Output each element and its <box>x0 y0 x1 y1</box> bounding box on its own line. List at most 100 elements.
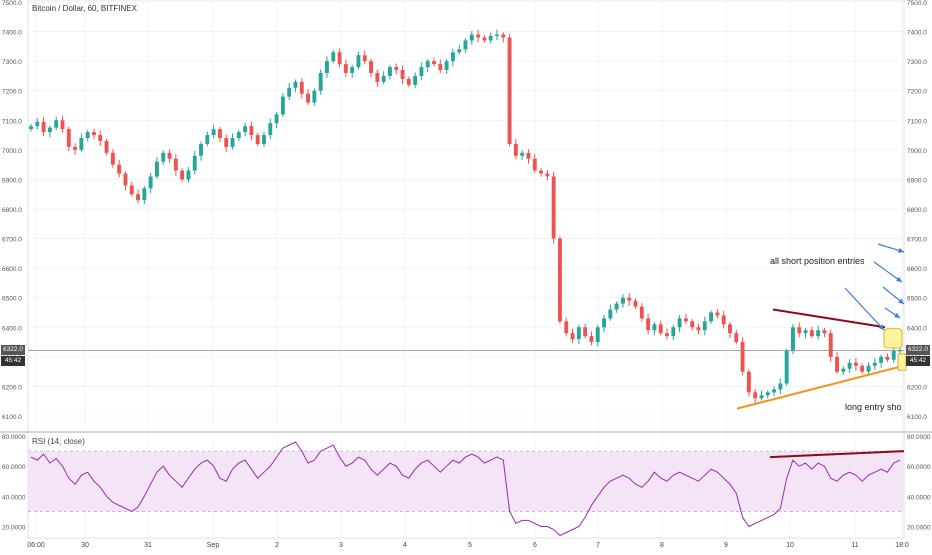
x-tick-label: 30 <box>81 542 89 549</box>
candle-body <box>507 37 512 144</box>
candle-body <box>564 321 569 334</box>
candle-body <box>60 120 65 130</box>
price-tick-label-left: 6200.0 <box>2 384 22 391</box>
candle-body <box>29 126 33 130</box>
candle-body <box>306 93 311 103</box>
candle-body <box>658 324 663 334</box>
candle-body <box>148 176 153 189</box>
candle-body <box>847 362 852 369</box>
price-tick-label-left: 7200.0 <box>2 89 22 96</box>
candle-body <box>211 129 216 136</box>
candle-body <box>375 72 380 82</box>
annotation-arrow <box>844 287 885 331</box>
candle-body <box>136 194 141 201</box>
candle-body <box>835 356 839 372</box>
candle-body <box>400 70 405 79</box>
candle-body <box>797 327 802 334</box>
candle-body <box>129 185 134 195</box>
rsi-tick-label-left: 60.0000 <box>2 464 26 471</box>
long-entry-box <box>897 353 907 371</box>
price-tick-label-right: 7100.0 <box>907 118 927 125</box>
candle-body <box>280 96 285 115</box>
candle-body <box>671 327 676 337</box>
candle-body <box>614 303 619 310</box>
x-tick-label: 2 <box>275 542 279 549</box>
candle-body <box>778 383 783 390</box>
candle-body <box>539 170 544 174</box>
candle-body <box>677 318 682 328</box>
candle-body <box>841 368 846 372</box>
arrow-head <box>894 312 900 318</box>
candle-body <box>343 64 348 73</box>
candle-body <box>199 143 203 156</box>
price-tick-label-right: 7400.0 <box>907 30 927 37</box>
price-tick-label-left: 6100.0 <box>2 414 22 421</box>
candle-body <box>728 324 732 334</box>
candle-body <box>860 365 865 372</box>
price-tick-label-left: 7400.0 <box>2 30 22 37</box>
candle-body <box>753 392 758 399</box>
candle-body <box>413 75 418 85</box>
candle-body <box>740 342 745 372</box>
candle-body <box>249 126 254 136</box>
price-tick-label-left: 6600.0 <box>2 266 22 273</box>
candle-body <box>161 152 166 162</box>
price-tick-label-right: 6100.0 <box>907 414 927 421</box>
candle-body <box>450 52 455 62</box>
x-tick-label: 06:00 <box>27 542 45 549</box>
candle-body <box>702 321 707 331</box>
candle-body <box>583 327 588 337</box>
candle-body <box>627 297 632 301</box>
candle-body <box>866 365 871 372</box>
x-tick-label: 10 <box>786 542 794 549</box>
candle-body <box>759 395 764 399</box>
candle-body <box>879 356 884 363</box>
candle-body <box>142 188 147 201</box>
rsi-trendline <box>769 450 905 459</box>
x-tick-label: 7 <box>596 542 600 549</box>
candle-body <box>772 389 777 393</box>
countdown-tag-right: 45:42 <box>906 356 930 366</box>
candle-body <box>180 170 185 180</box>
candle-body <box>898 350 902 352</box>
rsi-tick-label-right: 80.0000 <box>907 434 931 441</box>
rsi-tick-label-left: 80.0000 <box>2 434 26 441</box>
candle-body <box>501 34 506 38</box>
candle-body <box>85 132 90 139</box>
candle-body <box>633 300 638 307</box>
candle-body <box>608 309 613 319</box>
candle-body <box>576 327 581 340</box>
candle-body <box>318 72 323 91</box>
chart-title: Bitcoin / Dollar, 60, BITFINEX <box>32 4 137 13</box>
price-tick-label-right: 6800.0 <box>907 207 927 214</box>
candle-body <box>47 127 52 133</box>
candle-body <box>891 350 896 360</box>
price-tick-label-left: 7000.0 <box>2 148 22 155</box>
annotation-short-entries: all short position entries <box>770 256 865 266</box>
candle-body <box>469 34 474 41</box>
candle-body <box>784 350 789 384</box>
candle-body <box>243 126 248 133</box>
candle-body <box>803 330 808 334</box>
candle-body <box>255 135 260 144</box>
x-tick-label: 4 <box>403 542 407 549</box>
price-tick-label-left: 6800.0 <box>2 207 22 214</box>
price-pane-frame <box>27 0 905 433</box>
candle-body <box>66 129 71 147</box>
last-price-tag-left: 6322.0 <box>1 345 25 355</box>
candle-body <box>362 55 367 62</box>
candle-body <box>79 138 84 150</box>
annotation-long-entry: long entry sho <box>845 402 902 412</box>
x-tick-label: 11 <box>851 542 858 549</box>
candle-body <box>558 238 562 322</box>
candle-body <box>41 121 46 133</box>
candle-body <box>639 306 644 319</box>
candle-body <box>696 327 701 331</box>
candle-body <box>262 135 266 144</box>
price-tick-label-right: 6700.0 <box>907 237 927 244</box>
price-tick-label-left: 7100.0 <box>2 118 22 125</box>
price-tick-label-right: 6400.0 <box>907 325 927 332</box>
candle-body <box>765 392 770 396</box>
candle-body <box>325 61 329 73</box>
